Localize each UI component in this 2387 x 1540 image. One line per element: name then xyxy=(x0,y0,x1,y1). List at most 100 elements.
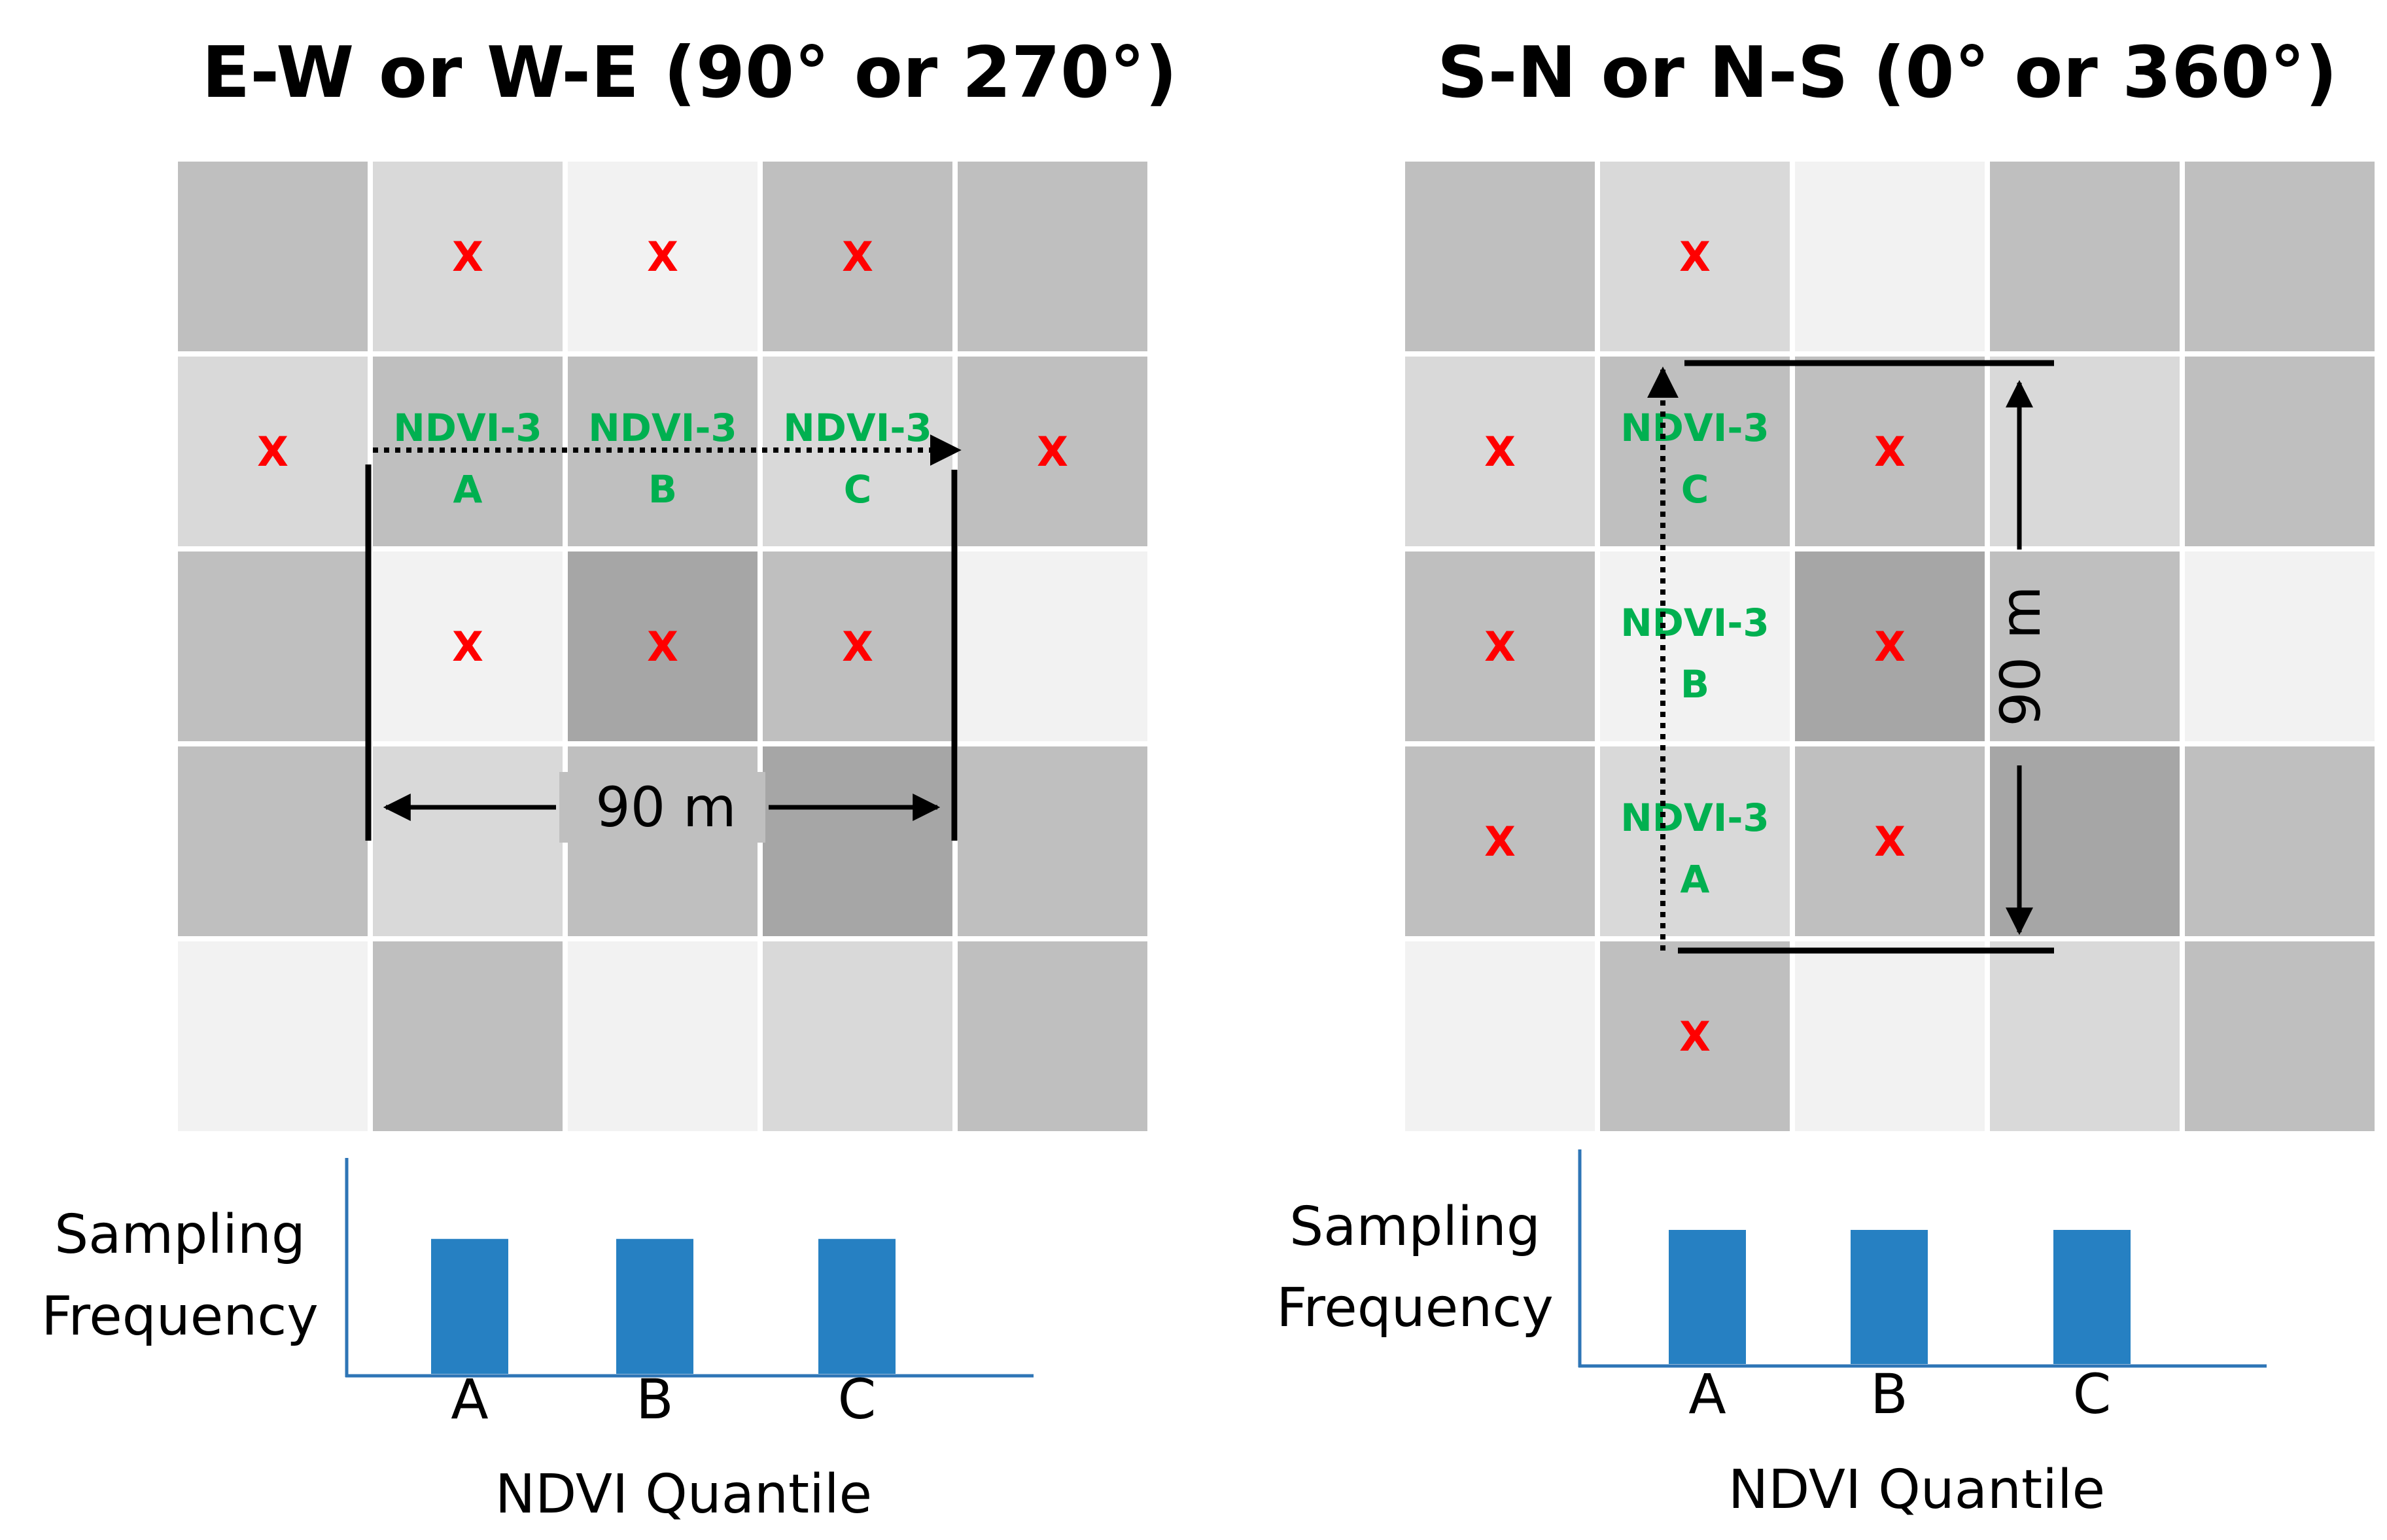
grid-cell xyxy=(1600,941,1790,1131)
grid-cell xyxy=(1600,746,1790,936)
x-tick-label: A xyxy=(1688,1362,1726,1426)
excluded-cell-marker: X xyxy=(1874,818,1906,866)
x-tick-label: B xyxy=(1870,1362,1908,1426)
grid-cell xyxy=(2185,357,2375,546)
raster-grid xyxy=(1405,162,2375,1131)
grid-cell xyxy=(568,941,758,1131)
y-axis-label-line2: Frequency xyxy=(1276,1277,1554,1339)
bar-B xyxy=(616,1238,693,1374)
grid-cell xyxy=(958,162,1147,351)
grid-markers: X X X X X X X X NDVI-3 A NDVI-3 B NDVI-3 C xyxy=(257,233,1068,671)
panel-east-west: E-W or W-E (90° or 270°) X X X X X X X X NDVI-3 A… xyxy=(41,32,1177,1526)
grid-cell xyxy=(763,357,952,546)
grid-cell xyxy=(373,551,563,741)
sample-cell-label: NDVI-3 xyxy=(1620,601,1769,645)
grid-cell xyxy=(178,162,368,351)
sample-cell-letter: A xyxy=(453,467,483,512)
excluded-cell-marker: X xyxy=(1484,428,1516,476)
excluded-cell-marker: X xyxy=(647,233,678,281)
excluded-cell-marker: X xyxy=(1874,623,1906,671)
grid-cell xyxy=(763,551,952,741)
grid-cell xyxy=(1405,162,1595,351)
grid-cell xyxy=(1990,941,2180,1131)
sample-cell-letter: B xyxy=(648,467,677,512)
grid-cell xyxy=(373,941,563,1131)
grid-cell xyxy=(1795,357,1985,546)
excluded-cell-marker: X xyxy=(647,623,678,671)
grid-cell xyxy=(373,162,563,351)
grid-cell xyxy=(178,941,368,1131)
grid-cell xyxy=(1795,746,1985,936)
sampling-frequency-chart: Sampling Frequency NDVI Quantile A B C xyxy=(41,1158,1034,1526)
sample-cell-label: NDVI-3 xyxy=(783,406,932,450)
grid-cell xyxy=(373,357,563,546)
grid-cell xyxy=(958,551,1147,741)
grid-cell xyxy=(178,746,368,936)
grid-cell xyxy=(1600,357,1790,546)
grid-cell xyxy=(1990,551,2180,741)
raster-grid xyxy=(178,162,1147,1131)
x-axis-label: NDVI Quantile xyxy=(495,1463,872,1526)
grid-cell xyxy=(763,746,952,936)
sample-cell-letter: A xyxy=(1681,857,1710,901)
excluded-cell-marker: X xyxy=(257,428,288,476)
grid-cell xyxy=(178,551,368,741)
grid-cell xyxy=(178,357,368,546)
excluded-cell-marker: X xyxy=(1874,428,1906,476)
sampling-frequency-chart: Sampling Frequency NDVI Quantile A B C xyxy=(1276,1149,2267,1521)
excluded-cell-marker: X xyxy=(452,623,483,671)
grid-cell xyxy=(1990,162,2180,351)
sample-cell-label: NDVI-3 xyxy=(393,406,542,450)
x-axis-label: NDVI Quantile xyxy=(1728,1459,2105,1521)
distance-label-bg xyxy=(559,772,765,843)
bar-A xyxy=(431,1238,508,1374)
sample-cell-letter: C xyxy=(1681,467,1709,512)
grid-cell xyxy=(2185,941,2375,1131)
grid-cell xyxy=(2185,551,2375,741)
excluded-cell-marker: X xyxy=(452,233,483,281)
excluded-cell-marker: X xyxy=(1484,623,1516,671)
grid-cell xyxy=(1795,551,1985,741)
panel-title: S-N or N-S (0° or 360°) xyxy=(1437,32,2337,114)
excluded-cell-marker: X xyxy=(1679,233,1711,281)
y-axis-label-line2: Frequency xyxy=(41,1286,319,1348)
grid-cell xyxy=(2185,746,2375,936)
grid-cell xyxy=(1600,162,1790,351)
bar-C xyxy=(2053,1230,2131,1364)
grid-cell xyxy=(373,746,563,936)
grid-cell xyxy=(958,746,1147,936)
grid-cell xyxy=(1795,162,1985,351)
distance-label: 90 m xyxy=(595,775,736,839)
x-tick-label: A xyxy=(451,1367,488,1431)
x-tick-label: C xyxy=(2073,1362,2112,1426)
grid-cell xyxy=(958,941,1147,1131)
grid-cell xyxy=(1405,551,1595,741)
grid-markers: X X X X X X X X NDVI-3 C NDVI-3 B NDVI-3 A xyxy=(1484,233,1906,1060)
grid-cell xyxy=(1405,357,1595,546)
bar-B xyxy=(1851,1230,1928,1364)
sample-cell-label: NDVI-3 xyxy=(588,406,737,450)
x-tick-label: C xyxy=(838,1367,877,1431)
grid-cell xyxy=(1405,941,1595,1131)
grid-cell xyxy=(2185,162,2375,351)
y-axis-label-line1: Sampling xyxy=(1289,1196,1541,1258)
sample-cell-letter: C xyxy=(844,467,872,512)
grid-cell xyxy=(958,357,1147,546)
excluded-cell-marker: X xyxy=(842,623,873,671)
panel-title: E-W or W-E (90° or 270°) xyxy=(201,32,1177,114)
bar-A xyxy=(1669,1230,1746,1364)
x-tick-label: B xyxy=(636,1367,674,1431)
bar-C xyxy=(818,1238,896,1374)
grid-cell xyxy=(1405,746,1595,936)
grid-cell xyxy=(763,162,952,351)
grid-cell xyxy=(1795,941,1985,1131)
grid-cell xyxy=(568,551,758,741)
sample-cell-label: NDVI-3 xyxy=(1620,796,1769,840)
excluded-cell-marker: X xyxy=(1484,818,1516,866)
grid-cell xyxy=(568,162,758,351)
excluded-cell-marker: X xyxy=(1037,428,1068,476)
panel-south-north: S-N or N-S (0° or 360°) XX XX XX XXNDVI-3CN… xyxy=(1276,32,2375,1521)
grid-cell xyxy=(763,941,952,1131)
distance-label: 90 m xyxy=(1989,586,2053,726)
